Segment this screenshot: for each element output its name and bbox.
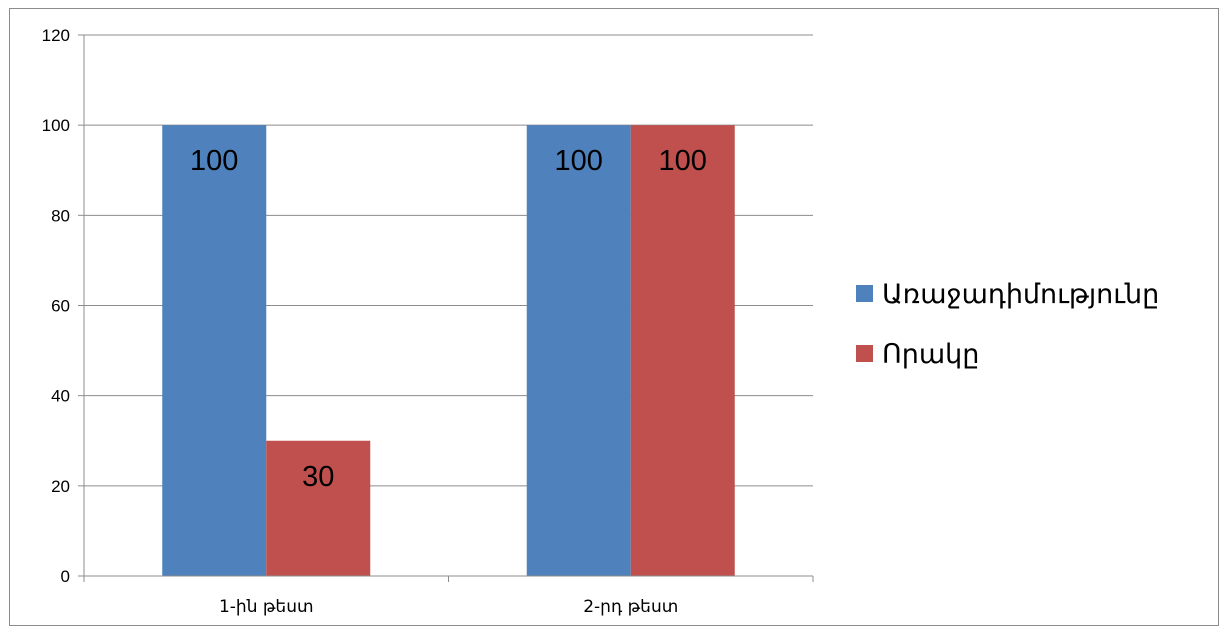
x-category-label: 1-ին թեստ [219, 597, 314, 617]
y-tick-label: 20 [51, 477, 70, 496]
y-tick-label: 0 [61, 567, 70, 586]
labels: 0 20 40 60 80 100 120 100 30 1-ին թեստ 100 100 2-րդ … [42, 26, 707, 617]
legend-label: Առաջադիմությունը [882, 279, 1159, 310]
legend-swatch [856, 345, 873, 362]
legend-label: Որակը [882, 339, 979, 370]
data-label: 100 [659, 145, 707, 177]
data-label: 30 [302, 461, 334, 493]
chart-frame: 0 20 40 60 80 100 120 100 30 1-ին թեստ 100 100 2-րդ … [9, 8, 1219, 626]
y-tick-label: 120 [42, 26, 70, 45]
bar [526, 125, 631, 577]
legend-swatch [856, 285, 873, 302]
x-category-label: 2-րդ թեստ [583, 597, 678, 617]
bars [162, 125, 735, 577]
data-label: 100 [190, 145, 238, 177]
bar [630, 125, 735, 577]
bar [266, 440, 371, 576]
data-label: 100 [555, 145, 603, 177]
y-tick-label: 40 [51, 387, 70, 406]
axes [78, 34, 814, 582]
y-tick-label: 100 [42, 116, 70, 135]
bar [162, 125, 267, 577]
legend: Առաջադիմությունը Որակը [856, 279, 1159, 370]
y-tick-label: 60 [51, 297, 70, 316]
y-tick-label: 80 [51, 206, 70, 225]
bar-chart: 0 20 40 60 80 100 120 100 30 1-ին թեստ 100 100 2-րդ … [42, 26, 1160, 617]
